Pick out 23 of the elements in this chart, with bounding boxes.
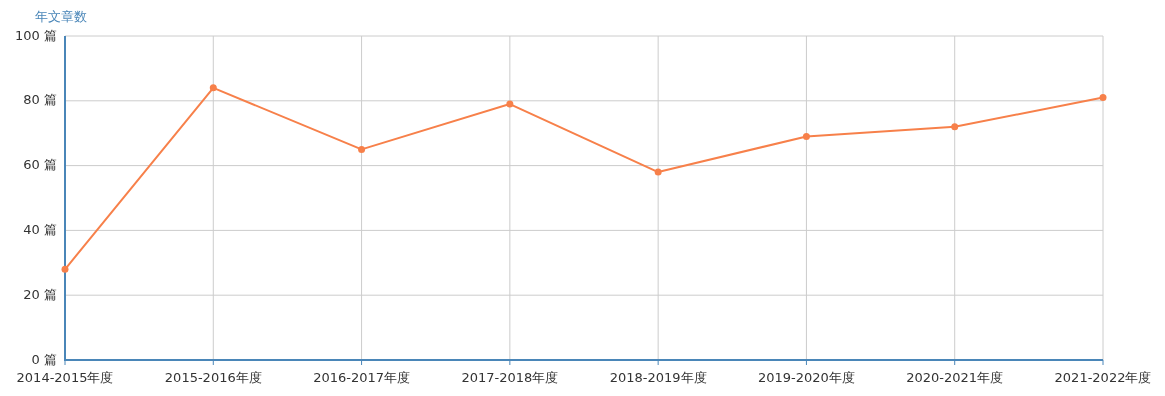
point	[802, 132, 810, 140]
y-tick-label: 0 篇	[31, 351, 57, 367]
y-tick-label: 20 篇	[23, 286, 57, 302]
y-tick-label: 60 篇	[23, 157, 57, 173]
x-tick-label: 2016-2017年度	[313, 369, 410, 385]
x-tick-label: 2021-2022年度	[1054, 369, 1152, 385]
point	[506, 100, 514, 108]
point	[209, 84, 217, 92]
y-tick-label: 100 篇	[15, 27, 57, 43]
y-axis-title: 年文章数	[35, 9, 87, 24]
point	[951, 123, 959, 131]
x-tick-label: 2015-2016年度	[164, 369, 262, 385]
y-tick-label: 40 篇	[23, 221, 57, 237]
x-tick-label: 2020-2021年度	[906, 369, 1004, 385]
x-tick-label: 2019-2020年度	[758, 369, 855, 385]
y-tick-label: 80 篇	[23, 92, 57, 108]
point	[654, 168, 662, 176]
point	[358, 145, 366, 153]
x-tick-label: 2014-2015年度	[16, 369, 114, 385]
x-tick-label: 2017-2018年度	[461, 369, 559, 385]
x-tick-label: 2018-2019年度	[609, 369, 707, 385]
point	[1099, 94, 1107, 102]
point	[61, 265, 69, 273]
